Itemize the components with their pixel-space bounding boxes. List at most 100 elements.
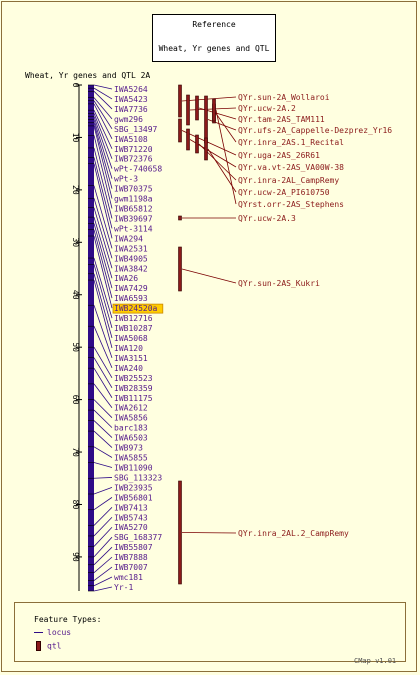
qtl-label[interactable]: QYr.ucw-2A_PI610750 <box>238 188 330 197</box>
qtl-bar[interactable] <box>178 480 182 585</box>
marker-label[interactable]: SBG_13497 <box>114 125 158 134</box>
reference-box[interactable]: Reference Wheat, Yr genes and QTL <box>152 14 276 62</box>
qtl-bar[interactable] <box>186 128 190 151</box>
qtl-bar[interactable] <box>204 95 208 144</box>
marker-label[interactable]: gwm1198a <box>114 195 153 204</box>
marker-label[interactable]: wPt-3114 <box>114 224 153 233</box>
marker-label[interactable]: IWB11090 <box>114 463 153 472</box>
qtl-bar[interactable] <box>178 118 182 143</box>
marker-label[interactable]: wPt-740658 <box>114 165 162 174</box>
marker-label[interactable]: wmc181 <box>114 573 143 582</box>
qtl-label[interactable]: QYr.tam-2AS_TAM111 <box>238 115 325 124</box>
marker-label[interactable]: wPt-3 <box>114 175 138 184</box>
marker-label[interactable]: IWA5108 <box>114 135 148 144</box>
qtl-label[interactable]: QYr.va.vt-2AS_VA00W-38 <box>238 163 344 172</box>
qtl-label[interactable]: QYr.uga-2AS_26R61 <box>238 151 320 160</box>
marker-connector <box>93 430 113 448</box>
marker-label[interactable]: IWA5270 <box>114 523 148 532</box>
marker-label[interactable]: IWA7429 <box>114 284 148 293</box>
marker-connector <box>93 497 113 511</box>
locus-line-icon <box>34 632 43 633</box>
qtl-bar[interactable] <box>178 215 182 221</box>
marker-label[interactable]: IWB12716 <box>114 314 153 323</box>
marker-connector <box>93 198 113 259</box>
chromosome-bar[interactable] <box>88 85 94 591</box>
marker-label[interactable]: IWA5856 <box>114 414 148 423</box>
qtl-bar[interactable] <box>186 94 190 126</box>
marker-label[interactable]: IWB7413 <box>114 503 148 512</box>
marker-label[interactable]: IWB39697 <box>114 214 153 223</box>
legend-row-qtl: qtl <box>34 641 61 651</box>
marker-label[interactable]: SBG_168377 <box>114 533 162 542</box>
qtl-bar[interactable] <box>204 137 208 161</box>
reference-map-set-name[interactable]: Wheat, Yr genes and QTL <box>158 44 270 53</box>
marker-label[interactable]: gwm296 <box>114 115 143 124</box>
marker-label[interactable]: IWB65812 <box>114 205 153 214</box>
marker-label[interactable]: IWA5855 <box>114 454 148 463</box>
marker-label[interactable]: IWB973 <box>114 444 143 453</box>
marker-label[interactable]: IWB10287 <box>114 324 153 333</box>
marker-label[interactable]: IWB70375 <box>114 185 153 194</box>
marker-connector <box>93 273 113 339</box>
scale-tick-label: 90 <box>71 552 80 562</box>
qtl-connector <box>181 96 237 102</box>
marker-label[interactable]: IWA5423 <box>114 95 148 104</box>
qtl-label[interactable]: QYr.inra_2AL.2_CampRemy <box>238 529 349 538</box>
marker-label[interactable]: IWA294 <box>114 234 143 243</box>
qtl-bar[interactable] <box>195 134 199 154</box>
marker-label[interactable]: IWA120 <box>114 344 143 353</box>
qtl-label[interactable]: QYr.ufs-2A_Cappelle-Dezprez_Yr16 <box>238 126 392 135</box>
marker-label[interactable]: IWB55807 <box>114 543 153 552</box>
marker-label[interactable]: barc183 <box>114 424 148 433</box>
marker-label[interactable]: IWA240 <box>114 364 143 373</box>
marker-label[interactable]: IWB11175 <box>114 394 153 403</box>
marker-label[interactable]: IWB7007 <box>114 563 148 572</box>
marker-connector <box>93 147 113 219</box>
comparative-map: 0 10 20 30 40 50 60 70 80 90 IWA5264IWA5423IWA7736… <box>71 83 392 592</box>
marker-label[interactable]: IWA5264 <box>114 85 148 94</box>
marker-label[interactable]: Yr-1 <box>114 583 133 592</box>
marker-connector <box>93 305 113 359</box>
marker-label[interactable]: IWA3151 <box>114 354 148 363</box>
qtl-label[interactable]: QYr.sun-2AS_Kukri <box>238 279 320 288</box>
marker-label[interactable]: IWB24520a <box>114 304 158 313</box>
qtl-label[interactable]: QYr.ucw-2A.3 <box>238 214 296 223</box>
qtl-bar[interactable] <box>178 84 182 118</box>
qtl-bar[interactable] <box>212 98 216 122</box>
qtl-label[interactable]: QYr.inra_2AS.1_Recital <box>238 138 344 147</box>
highlighted-marker-box[interactable] <box>112 303 164 314</box>
marker-label[interactable]: IWA7736 <box>114 105 148 114</box>
marker-label[interactable]: IWB4905 <box>114 254 148 263</box>
map-title[interactable]: Wheat, Yr genes and QTL 2A <box>25 71 151 80</box>
marker-connector <box>93 264 113 329</box>
marker-label[interactable]: IWA5068 <box>114 334 148 343</box>
qtl-label[interactable]: QYr.inra-2AL_CampRemy <box>238 176 339 185</box>
marker-label[interactable]: SBG_113323 <box>114 473 162 482</box>
qtl-bar[interactable] <box>195 95 199 121</box>
marker-label[interactable]: IWB71220 <box>114 145 153 154</box>
marker-connector <box>93 125 113 199</box>
qtl-label[interactable]: QYr.ucw-2A.2 <box>238 104 296 113</box>
qtl-connector <box>181 268 237 284</box>
qtl-bar[interactable] <box>178 246 182 292</box>
marker-connector <box>93 576 113 587</box>
marker-label[interactable]: IWB56801 <box>114 493 153 502</box>
marker-label[interactable]: IWB28359 <box>114 384 153 393</box>
legend-box: Feature Types: locus qtl <box>14 602 406 662</box>
marker-label[interactable]: IWA2612 <box>114 404 148 413</box>
scale-tick-label: 30 <box>71 237 80 247</box>
marker-label[interactable]: IWB25523 <box>114 374 153 383</box>
marker-label[interactable]: IWA26 <box>114 274 138 283</box>
marker-label[interactable]: IWB72376 <box>114 155 153 164</box>
marker-connector <box>93 257 113 319</box>
marker-label[interactable]: IWB7888 <box>114 553 148 562</box>
marker-label[interactable]: IWB5743 <box>114 513 148 522</box>
qtl-label[interactable]: QYr.sun-2A_Wollaroi <box>238 93 330 102</box>
marker-connector <box>93 103 113 139</box>
marker-label[interactable]: IWA6503 <box>114 434 148 443</box>
marker-label[interactable]: IWA3842 <box>114 264 148 273</box>
marker-label[interactable]: IWA6593 <box>114 294 148 303</box>
marker-label[interactable]: IWA2531 <box>114 244 148 253</box>
qtl-label[interactable]: QYrst.orr-2AS_Stephens <box>238 200 344 209</box>
marker-label[interactable]: IWB23935 <box>114 483 153 492</box>
